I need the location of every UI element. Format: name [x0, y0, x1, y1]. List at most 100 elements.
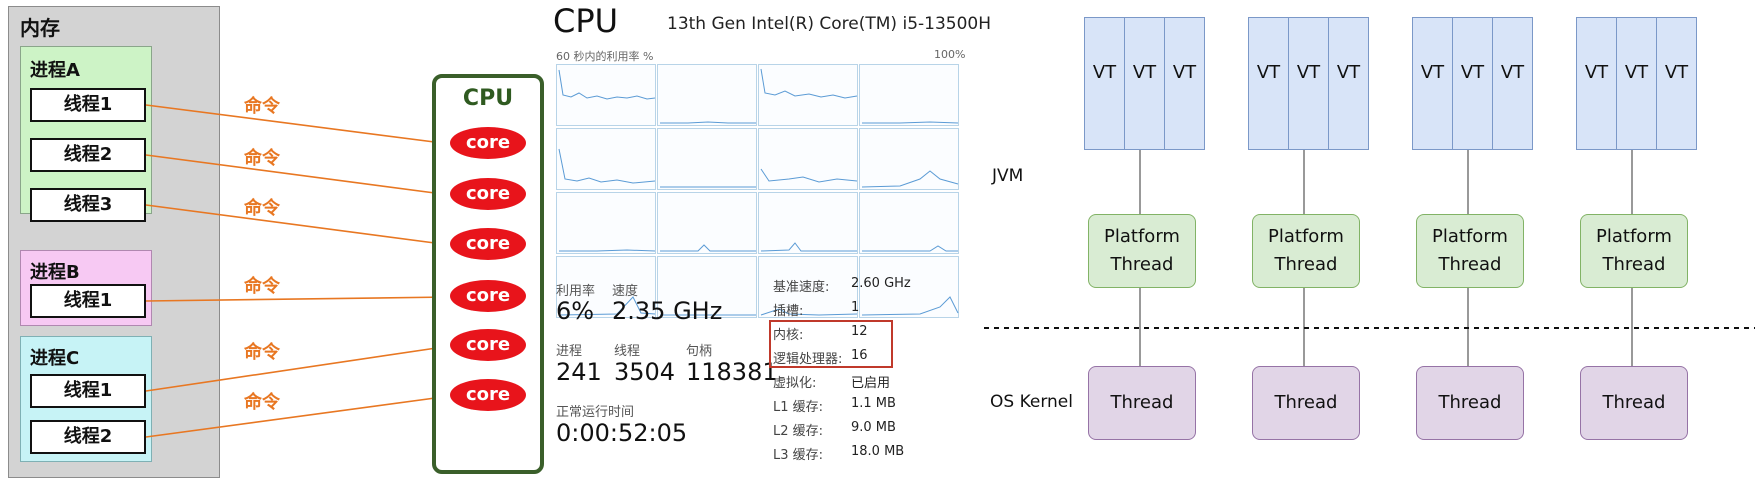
platform-thread: Platform Thread: [1088, 214, 1196, 288]
spec-row: 逻辑处理器: 16: [773, 348, 933, 372]
process-b-title: 进程B: [30, 262, 80, 283]
command-label-2: 命令: [244, 148, 280, 169]
process-a-thread-3: 线程3: [30, 188, 146, 222]
virtual-thread: VT: [1328, 17, 1369, 150]
spec-value: 16: [851, 348, 868, 363]
graph-core-13: [556, 256, 656, 318]
spec-value: 9.0 MB: [851, 420, 896, 435]
command-arrow-4: [145, 290, 452, 304]
command-label-5: 命令: [244, 342, 280, 363]
graph-core-12: [859, 192, 959, 254]
graph-core-16: [859, 256, 959, 318]
process-c-title: 进程C: [30, 348, 80, 369]
spec-key: 插槽:: [773, 304, 804, 319]
kernel-thread: Thread: [1252, 366, 1360, 440]
speed-label: 速度: [612, 284, 639, 299]
spec-key: L1 缓存:: [773, 400, 824, 415]
process-a-title: 进程A: [30, 60, 80, 81]
cpu-core-4: core: [450, 280, 526, 312]
spec-list: 基准速度: 2.60 GHz 插槽: 1 内核: 12 逻辑处理器: 16 虚拟化: 已启…: [773, 276, 933, 468]
command-label-4: 命令: [244, 276, 280, 297]
virtual-thread: VT: [1616, 17, 1657, 150]
spec-row: 虚拟化: 已启用: [773, 372, 933, 396]
cpu-model: 13th Gen Intel(R) Core(TM) i5-13500H: [667, 14, 992, 34]
graph-core-2: [657, 64, 757, 126]
spec-row: 插槽: 1: [773, 300, 933, 324]
kernel-thread: Thread: [1580, 366, 1688, 440]
command-arrow-3: [145, 204, 452, 250]
spec-row: 基准速度: 2.60 GHz: [773, 276, 933, 300]
cpu-core-2: core: [450, 178, 526, 210]
virtual-thread: VT: [1288, 17, 1329, 150]
command-arrow-5: [145, 341, 452, 392]
spec-key: L3 缓存:: [773, 448, 824, 463]
cpu-core-6: core: [450, 379, 526, 411]
graph-core-11: [758, 192, 858, 254]
graph-core-9: [556, 192, 656, 254]
speed-value: 2.35 GHz: [612, 297, 723, 325]
spec-value: 18.0 MB: [851, 444, 905, 459]
handles-value: 118381: [686, 358, 778, 386]
spec-key: 逻辑处理器:: [773, 352, 843, 367]
cpu-label: CPU: [462, 86, 514, 111]
virtual-thread: VT: [1656, 17, 1697, 150]
virtual-thread: VT: [1124, 17, 1165, 150]
process-b-thread-1: 线程1: [30, 284, 146, 318]
command-arrow-2: [145, 154, 452, 200]
spec-row: L2 缓存: 9.0 MB: [773, 420, 933, 444]
platform-thread-label: Platform Thread: [1432, 226, 1508, 275]
cores-highlight-box: [769, 320, 893, 368]
command-arrow-6: [145, 391, 452, 438]
utilization-value: 6%: [556, 297, 595, 325]
graph-core-14: [657, 256, 757, 318]
kernel-thread: Thread: [1416, 366, 1524, 440]
command-arrow-1: [145, 104, 452, 149]
utilization-label: 利用率: [556, 284, 596, 299]
spec-row: 内核: 12: [773, 324, 933, 348]
platform-thread-label: Platform Thread: [1104, 226, 1180, 275]
processes-value: 241: [556, 358, 602, 386]
process-a-thread-2: 线程2: [30, 138, 146, 172]
process-c-thread-2: 线程2: [30, 420, 146, 454]
spec-value: 12: [851, 324, 868, 339]
spec-value: 1: [851, 300, 860, 315]
graph-core-3: [758, 64, 858, 126]
uptime-label: 正常运行时间: [556, 405, 635, 420]
spec-key: L2 缓存:: [773, 424, 824, 439]
os-kernel-layer-label: OS Kernel: [990, 392, 1073, 412]
handles-label: 句柄: [686, 344, 713, 359]
kernel-thread: Thread: [1088, 366, 1196, 440]
spec-key: 虚拟化:: [773, 376, 817, 391]
command-label-3: 命令: [244, 198, 280, 219]
task-manager-title: CPU: [553, 2, 619, 40]
utilization-graph-grid: [556, 64, 960, 320]
threads-value: 3504: [614, 358, 676, 386]
platform-thread: Platform Thread: [1580, 214, 1688, 288]
graph-max: 100%: [934, 48, 966, 61]
virtual-thread: VT: [1084, 17, 1125, 150]
platform-thread: Platform Thread: [1252, 214, 1360, 288]
graph-core-8: [859, 128, 959, 190]
virtual-thread: VT: [1576, 17, 1617, 150]
platform-thread-label: Platform Thread: [1596, 226, 1672, 275]
spec-row: L3 缓存: 18.0 MB: [773, 444, 933, 468]
processes-label: 进程: [556, 344, 583, 359]
spec-row: L1 缓存: 1.1 MB: [773, 396, 933, 420]
graph-core-10: [657, 192, 757, 254]
graph-core-5: [556, 128, 656, 190]
cpu-core-3: core: [450, 228, 526, 260]
cpu-core-1: core: [450, 127, 526, 159]
jvm-layer-label: JVM: [992, 166, 1024, 186]
virtual-thread: VT: [1248, 17, 1289, 150]
graph-core-15: [758, 256, 858, 318]
spec-value: 已启用: [851, 376, 891, 391]
graph-caption: 60 秒内的利用率 %: [556, 50, 654, 63]
graph-core-1: [556, 64, 656, 126]
graph-core-6: [657, 128, 757, 190]
command-label-6: 命令: [244, 392, 280, 413]
spec-key: 基准速度:: [773, 280, 830, 295]
command-label-1: 命令: [244, 96, 280, 117]
spec-value: 2.60 GHz: [851, 276, 911, 291]
